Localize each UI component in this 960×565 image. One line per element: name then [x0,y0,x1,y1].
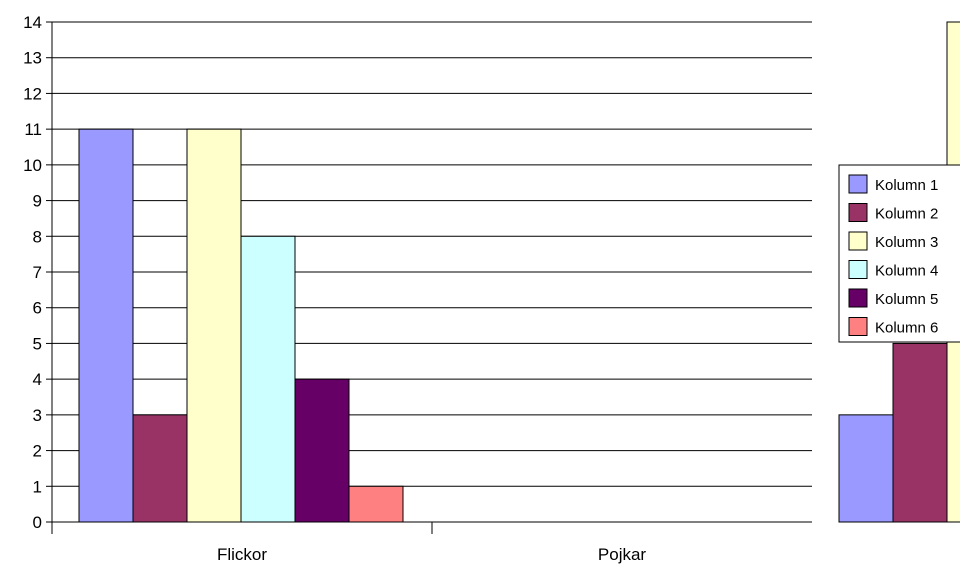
legend-swatch [848,260,868,279]
y-tick-label: 2 [33,442,42,461]
legend-swatch [848,174,868,194]
legend-swatch [848,317,868,336]
legend-swatch [848,231,868,251]
y-tick-label: 10 [23,156,42,175]
y-tick-label: 14 [23,13,42,32]
bar-kolumn-4-flickor [240,235,296,523]
legend-swatch [848,288,868,308]
legend-label: Kolumn 3 [875,234,938,251]
legend-swatch [848,203,868,222]
y-tick-label: 1 [33,477,42,496]
bar-kolumn-2-pojkar [892,342,948,523]
y-tick-label: 9 [33,192,42,211]
bar-kolumn-5-flickor [294,378,350,523]
x-category-label: Flickor [217,545,267,564]
y-tick-label: 7 [33,263,42,282]
legend: Kolumn 1 Kolumn 2 Kolumn 3 Kolumn 4 Kolumn 5… [838,164,960,343]
y-tick-label: 4 [33,370,42,389]
y-tick-label: 12 [23,84,42,103]
legend-label: Kolumn 4 [875,263,938,280]
y-tick-label: 0 [33,513,42,532]
gridlines [52,21,812,487]
bar-kolumn-1-pojkar [838,414,894,523]
legend-label: Kolumn 6 [875,320,938,337]
x-category-label: Pojkar [598,545,647,564]
y-tick-label: 13 [23,49,42,68]
y-tick-label: 6 [33,299,42,318]
axes [46,21,812,534]
bar-kolumn-6-flickor [348,485,404,523]
y-tick-label: 11 [24,120,42,139]
y-tick-label: 5 [33,334,42,353]
legend-label: Kolumn 2 [875,206,938,223]
x-category-labels: Flickor Pojkar [217,545,646,564]
bar-kolumn-1-flickor [78,128,134,523]
y-tick-label: 8 [33,227,42,246]
legend-box [838,164,960,343]
y-tick-label: 3 [33,406,42,425]
bar-kolumn-3-flickor [186,128,242,523]
legend-label: Kolumn 1 [875,177,938,194]
bar-kolumn-2-flickor [132,414,188,523]
legend-label: Kolumn 5 [875,291,938,308]
